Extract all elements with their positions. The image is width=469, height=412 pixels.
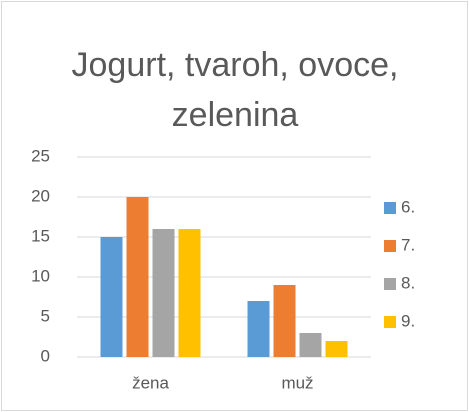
- y-tick-label: 5: [41, 306, 50, 325]
- bar: [100, 237, 123, 357]
- legend-label: 8.: [401, 273, 415, 292]
- legend-label: 7.: [401, 235, 415, 254]
- legend-label: 9.: [401, 311, 415, 330]
- y-tick-label: 0: [41, 346, 50, 365]
- legend-label: 6.: [401, 197, 415, 216]
- legend-swatch: [384, 202, 396, 214]
- x-tick-label: muž: [281, 373, 313, 392]
- y-tick-label: 10: [31, 266, 50, 285]
- y-tick-label: 15: [31, 226, 50, 245]
- bar: [126, 197, 149, 357]
- bar: [273, 285, 296, 357]
- chart-title: Jogurt, tvaroh, ovoce, zelenina: [71, 46, 399, 134]
- bar: [247, 301, 270, 357]
- bar: [152, 229, 175, 357]
- legend-swatch: [384, 240, 396, 252]
- legend-swatch: [384, 278, 396, 290]
- x-tick-label: žena: [132, 373, 169, 392]
- legend-swatch: [384, 316, 396, 328]
- bar: [178, 229, 201, 357]
- y-tick-label: 25: [31, 146, 50, 165]
- bar: [325, 341, 348, 357]
- y-tick-label: 20: [31, 186, 50, 205]
- bar: [299, 333, 322, 357]
